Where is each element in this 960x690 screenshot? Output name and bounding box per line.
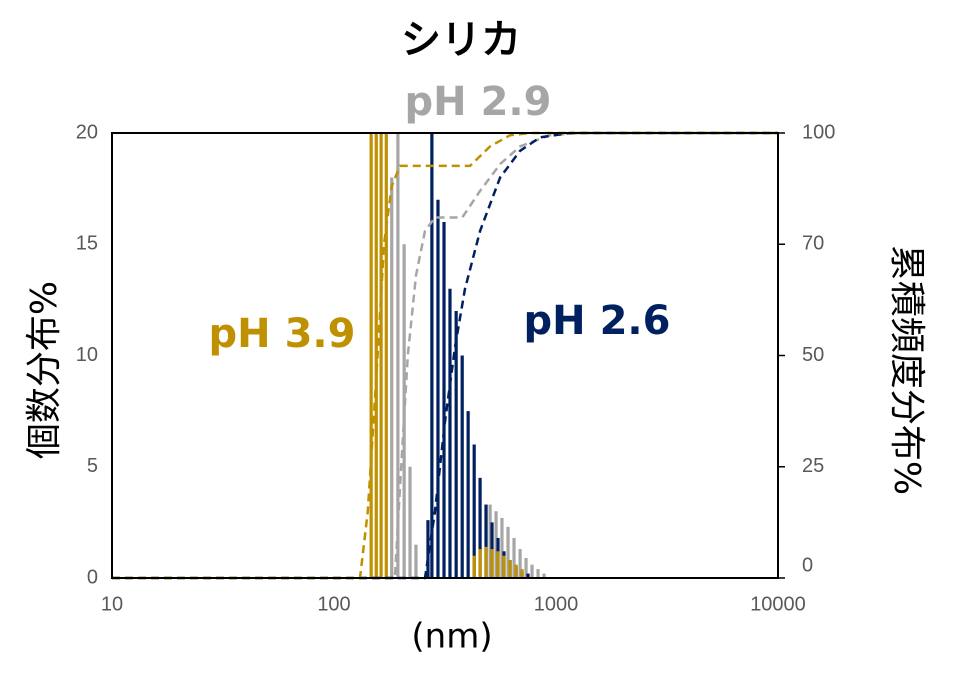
bar: [484, 546, 488, 578]
bar: [460, 355, 464, 578]
bar: [484, 504, 488, 578]
bar: [414, 544, 418, 578]
cumulative-line: [112, 131, 778, 580]
y-tick-label: 15: [76, 233, 98, 255]
y-axis-label: 個数分布%: [24, 281, 65, 459]
bar: [396, 133, 400, 578]
bar: [466, 411, 470, 578]
bar: [500, 517, 504, 578]
bar: [369, 133, 373, 578]
series-annotation: pH 2.6: [524, 298, 671, 344]
cumulative-line: [112, 131, 778, 580]
bar: [390, 177, 394, 578]
y-tick-label: 5: [87, 455, 98, 477]
bar: [524, 557, 528, 578]
bar: [490, 549, 494, 578]
bar: [514, 564, 518, 578]
bar: [472, 444, 476, 578]
y2-tick-label: 0: [802, 554, 813, 576]
bar: [508, 560, 512, 578]
bar: [518, 549, 522, 578]
x-tick-label: 10: [101, 593, 123, 615]
x-tick-label: 10000: [750, 593, 806, 615]
x-tick-label: 100: [317, 593, 350, 615]
bar: [530, 564, 534, 578]
y2-tick-label: 50: [802, 344, 824, 366]
bar: [442, 222, 446, 578]
chart-title: シリカ: [401, 17, 521, 63]
bar: [408, 466, 412, 578]
bar: [454, 311, 458, 578]
y-tick-label: 10: [76, 344, 98, 366]
y2-tick-label: 100: [802, 121, 835, 143]
plot-frame: [111, 132, 779, 579]
bar: [502, 555, 506, 578]
bar: [436, 199, 440, 578]
bar: [536, 569, 540, 578]
bar: [402, 244, 406, 578]
x-axis-label: (nm): [411, 617, 492, 657]
bar: [542, 573, 546, 578]
y2-axis-label: 累積頻度分布%: [886, 245, 927, 495]
y2-tick-label: 25: [802, 455, 824, 477]
bar: [379, 133, 383, 578]
series-annotation: pH 2.9: [405, 79, 552, 125]
bar: [472, 555, 476, 578]
bar: [374, 133, 378, 578]
bar: [426, 520, 430, 578]
bar: [448, 288, 452, 578]
bar: [520, 569, 524, 578]
bar: [506, 526, 510, 578]
bar: [494, 511, 498, 578]
y-tick-label: 20: [76, 121, 98, 143]
bar: [384, 133, 388, 578]
bar: [478, 477, 482, 578]
bar: [526, 573, 530, 578]
bar: [478, 549, 482, 578]
y-tick-label: 0: [87, 566, 98, 588]
bar: [430, 133, 434, 578]
series-annotation: pH 3.9: [209, 311, 356, 357]
x-tick-label: 1000: [534, 593, 579, 615]
y2-tick-label: 70: [802, 233, 824, 255]
bar: [496, 551, 500, 578]
bar: [488, 504, 492, 578]
bar: [512, 537, 516, 578]
